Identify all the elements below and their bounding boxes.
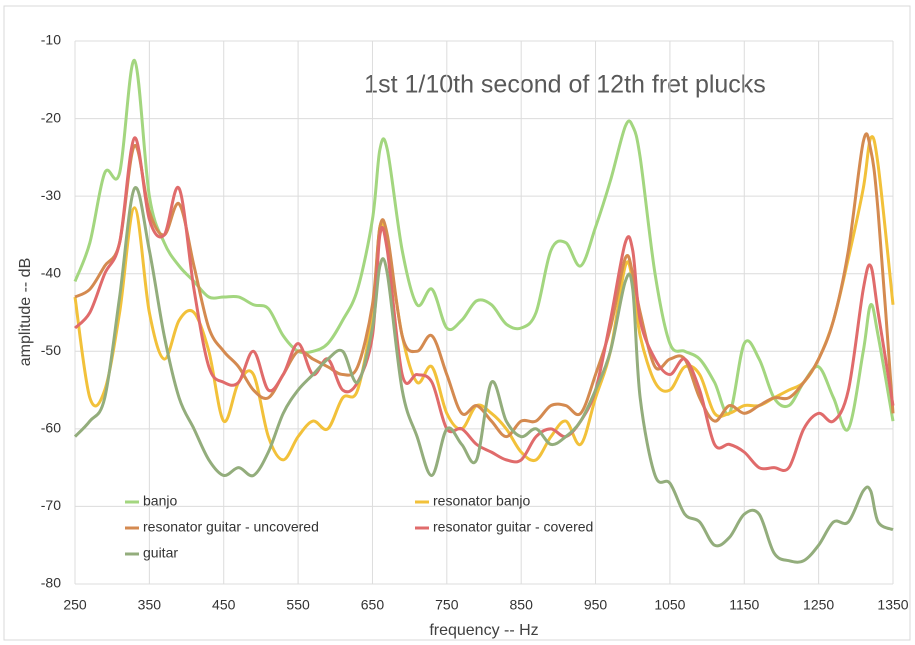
y-tick-label: -40 [41, 264, 61, 280]
x-axis-label: frequency -- Hz [429, 622, 538, 639]
series-line [73, 58, 895, 432]
series-line [73, 136, 895, 472]
x-tick-label: 250 [63, 597, 87, 613]
series-line [74, 132, 895, 439]
y-axis-label: amplitude -- dB [17, 258, 34, 367]
y-tick-label: -50 [41, 342, 61, 358]
x-tick-label: 1350 [877, 597, 908, 613]
legend-label: resonator guitar - covered [433, 519, 593, 535]
x-tick-label: 450 [212, 597, 236, 613]
y-tick-label: -60 [41, 420, 61, 436]
y-tick-label: -10 [41, 32, 61, 48]
x-tick-label: 850 [510, 597, 534, 613]
x-tick-label: 1250 [803, 597, 834, 613]
series-line [73, 186, 894, 564]
x-tick-label: 950 [584, 597, 608, 613]
legend-label: resonator banjo [433, 493, 531, 509]
y-tick-label: -70 [41, 497, 61, 513]
legend-label: resonator guitar - uncovered [143, 519, 319, 535]
legend-label: banjo [143, 493, 177, 509]
y-tick-label: -80 [41, 575, 61, 591]
y-tick-label: -30 [41, 187, 61, 203]
chart-title: 1st 1/10th second of 12th fret plucks [364, 71, 766, 99]
x-tick-label: 750 [435, 597, 459, 613]
x-tick-label: 350 [138, 597, 162, 613]
legend-label: guitar [143, 545, 178, 561]
x-tick-label: 1050 [654, 597, 685, 613]
y-tick-label: -20 [41, 109, 61, 125]
x-tick-label: 550 [286, 597, 310, 613]
x-tick-label: 1150 [729, 597, 759, 613]
x-tick-label: 650 [361, 597, 385, 613]
